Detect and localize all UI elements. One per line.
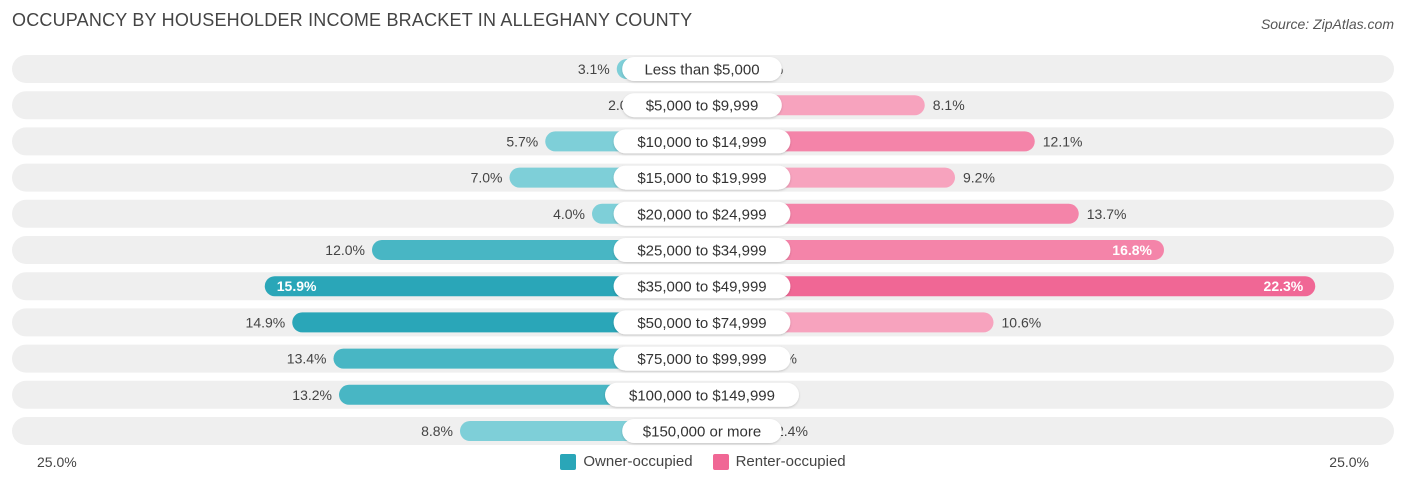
category-pill xyxy=(613,346,791,371)
source-label: Source: ZipAtlas.com xyxy=(1260,16,1394,32)
category-label: Less than $5,000 xyxy=(644,62,759,79)
legend-item-renter[interactable]: Renter-occupied xyxy=(712,453,846,470)
category-label: $75,000 to $99,999 xyxy=(637,351,766,368)
renter-swatch xyxy=(712,453,729,470)
owner-value-label: 5.7% xyxy=(506,133,538,149)
renter-value-label: 2.4% xyxy=(776,423,808,439)
owner-swatch xyxy=(560,453,577,470)
category-label: $20,000 to $24,999 xyxy=(637,206,766,223)
renter-bar xyxy=(702,240,1164,260)
category-label: $5,000 to $9,999 xyxy=(646,98,759,115)
renter-bar xyxy=(702,203,1079,224)
owner-value-label: 13.2% xyxy=(292,387,332,403)
owner-bar xyxy=(264,276,702,297)
category-label: $150,000 or more xyxy=(643,424,761,441)
renter-value-label: 10.6% xyxy=(1002,314,1042,330)
renter-value-label: 8.1% xyxy=(933,97,965,113)
category-label: $10,000 to $14,999 xyxy=(637,134,766,151)
legend: Owner-occupied Renter-occupied xyxy=(0,453,1406,470)
category-pill xyxy=(613,165,791,190)
category-pill xyxy=(605,382,799,407)
axis-right-label: 25.0% xyxy=(1329,454,1369,470)
renter-value-label: 9.2% xyxy=(963,170,995,186)
category-pill xyxy=(622,93,782,118)
category-label: $15,000 to $19,999 xyxy=(637,170,766,187)
legend-owner-label: Owner-occupied xyxy=(583,453,693,470)
owner-value-label: 8.8% xyxy=(421,423,453,439)
axis-left-label: 25.0% xyxy=(37,454,77,470)
category-label: $25,000 to $34,999 xyxy=(637,243,766,260)
renter-value-label: 16.8% xyxy=(1112,242,1152,258)
owner-bar xyxy=(292,312,702,333)
renter-value-label: 22.3% xyxy=(1264,278,1304,294)
owner-value-label: 14.9% xyxy=(246,314,286,330)
renter-bar xyxy=(702,276,1316,297)
renter-value-label: 12.1% xyxy=(1043,133,1083,149)
category-pill xyxy=(622,57,782,81)
legend-item-owner[interactable]: Owner-occupied xyxy=(560,453,693,470)
category-pill xyxy=(613,129,791,154)
category-pill xyxy=(613,238,791,262)
category-pill xyxy=(613,274,791,299)
renter-value-label: 13.7% xyxy=(1087,206,1127,222)
owner-value-label: 15.9% xyxy=(277,278,317,294)
owner-value-label: 7.0% xyxy=(471,170,503,186)
owner-value-label: 3.1% xyxy=(578,61,610,77)
owner-value-label: 4.0% xyxy=(553,206,585,222)
owner-bar xyxy=(333,348,702,369)
category-label: $50,000 to $74,999 xyxy=(637,315,766,332)
category-label: $100,000 to $149,999 xyxy=(629,387,775,404)
category-pill xyxy=(622,419,782,443)
category-pill xyxy=(613,310,791,335)
chart-title: OCCUPANCY BY HOUSEHOLDER INCOME BRACKET … xyxy=(12,10,693,30)
legend-renter-label: Renter-occupied xyxy=(735,453,846,470)
owner-value-label: 13.4% xyxy=(287,351,327,367)
owner-value-label: 12.0% xyxy=(325,242,365,258)
category-label: $35,000 to $49,999 xyxy=(637,279,766,296)
category-pill xyxy=(613,201,791,226)
